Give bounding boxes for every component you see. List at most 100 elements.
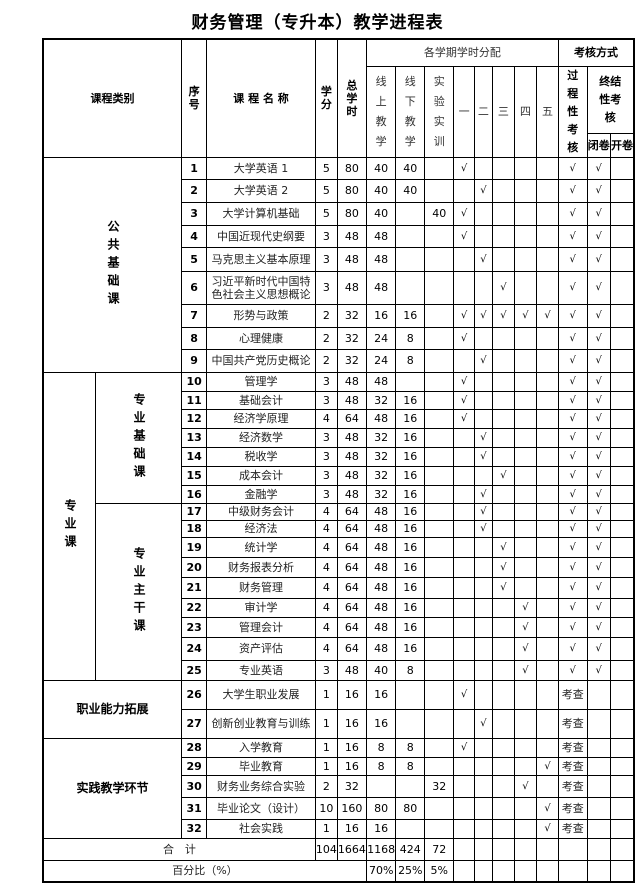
semester-3-cell: √ — [491, 536, 515, 558]
lab-hours — [424, 576, 455, 599]
row-no: 5 — [180, 246, 208, 272]
total-online: 1168 — [365, 837, 397, 861]
offline-hours — [395, 679, 426, 710]
table-row: 18 经济法 4 64 48 16 √ √ √ — [43, 519, 635, 538]
process-assessment: √ — [557, 224, 588, 248]
semester-1-cell — [453, 465, 475, 486]
semester-2-cell — [473, 636, 493, 661]
table-row: 4 中国近现代史纲要 3 48 48 √ √ √ — [43, 224, 635, 248]
credit: 3 — [314, 427, 338, 448]
online-hours: 48 — [365, 597, 397, 618]
online-hours: 32 — [365, 390, 397, 410]
offline-hours: 8 — [395, 348, 426, 373]
percent-row: 百分比（%） 70% 25% 5% — [42, 859, 635, 883]
online-hours: 8 — [365, 737, 397, 758]
process-assessment: √ — [557, 484, 588, 504]
header-offline: 线下教学 — [395, 65, 426, 158]
teaching-schedule-table: 课程类别 序号 课 程 名 称 学分 总学时 各学期学时分配 考核方式 线上教学… — [42, 38, 635, 883]
table-row: 23 管理会计 4 64 48 16 √ √ √ — [43, 616, 635, 638]
total-credit: 104 — [314, 837, 338, 861]
offline-hours: 8 — [395, 326, 426, 350]
closed-book: √ — [586, 659, 611, 681]
category-major-label: 专业课 — [63, 499, 77, 553]
open-book — [609, 224, 635, 248]
semester-4-cell — [513, 156, 538, 180]
semester-1-cell — [453, 427, 475, 448]
course-name: 资产评估 — [206, 636, 316, 661]
credit: 3 — [314, 659, 338, 681]
semester-5-cell: √ — [536, 796, 559, 820]
process-assessment: √ — [557, 326, 588, 350]
semester-1-cell — [453, 774, 475, 798]
percent-empty-cell — [491, 859, 515, 883]
row-no: 12 — [180, 408, 208, 429]
course-name: 金融学 — [206, 484, 316, 504]
course-name: 马克思主义基本原理 — [206, 246, 316, 272]
process-assessment: 考查 — [557, 756, 588, 776]
semester-4-cell — [513, 270, 538, 305]
category-major-core: 专业主干课 — [95, 502, 182, 681]
course-name: 财务业务综合实验 — [206, 774, 316, 798]
total-empty-cell — [453, 837, 475, 861]
header-process: 过程性考核 — [557, 65, 588, 158]
lab-hours — [424, 502, 455, 521]
lab-hours — [424, 156, 455, 180]
semester-1-cell — [453, 756, 475, 776]
lab-hours — [424, 427, 455, 448]
closed-book: √ — [586, 636, 611, 661]
course-name: 专业英语 — [206, 659, 316, 681]
offline-hours — [395, 818, 426, 839]
closed-book: √ — [586, 616, 611, 638]
header-online: 线上教学 — [365, 65, 397, 158]
row-no: 29 — [180, 756, 208, 776]
semester-4-cell — [513, 371, 538, 392]
lab-hours — [424, 519, 455, 538]
course-name: 创新创业教育与训练 — [206, 708, 316, 739]
semester-3-cell — [491, 708, 515, 739]
semester-4-cell — [513, 427, 538, 448]
table-row: 8 心理健康 2 32 24 8 √ √ √ — [43, 326, 635, 350]
closed-book — [586, 737, 611, 758]
table-row: 3 大学计算机基础 5 80 40 40 √ √ √ — [43, 201, 635, 226]
semester-3-cell — [491, 502, 515, 521]
closed-book: √ — [586, 348, 611, 373]
semester-5-cell — [536, 270, 559, 305]
row-no: 8 — [180, 326, 208, 350]
process-assessment: √ — [557, 556, 588, 578]
online-hours: 32 — [365, 465, 397, 486]
closed-book: √ — [586, 246, 611, 272]
course-name: 财务管理 — [206, 576, 316, 599]
open-book — [609, 326, 635, 350]
semester-1-cell — [453, 597, 475, 618]
semester-3-cell — [491, 737, 515, 758]
semester-2-cell: √ — [473, 246, 493, 272]
header-category: 课程类别 — [42, 38, 182, 158]
semester-3-cell — [491, 484, 515, 504]
semester-4-cell — [513, 326, 538, 350]
process-assessment: 考查 — [557, 708, 588, 739]
table-row: 12 经济学原理 4 64 48 16 √ √ √ — [43, 408, 635, 429]
semester-4-cell: √ — [513, 616, 538, 638]
semester-4-cell — [513, 178, 538, 203]
semester-2-cell: √ — [473, 519, 493, 538]
credit: 5 — [314, 178, 338, 203]
semester-3-cell — [491, 326, 515, 350]
row-no: 3 — [180, 201, 208, 226]
lab-hours — [424, 224, 455, 248]
closed-book: √ — [586, 556, 611, 578]
open-book — [609, 556, 635, 578]
semester-5-cell — [536, 224, 559, 248]
percent-empty-cell — [586, 859, 611, 883]
semester-5-cell — [536, 576, 559, 599]
semester-1-cell — [453, 636, 475, 661]
semester-5-cell — [536, 348, 559, 373]
row-no: 31 — [180, 796, 208, 820]
offline-hours: 16 — [395, 616, 426, 638]
online-hours: 48 — [365, 408, 397, 429]
process-assessment: √ — [557, 303, 588, 328]
semester-4-cell — [513, 465, 538, 486]
credit: 3 — [314, 246, 338, 272]
table-row: 职业能力拓展 26 大学生职业发展 1 16 16 √ 考查 — [42, 679, 635, 739]
semester-4-cell — [513, 390, 538, 410]
total-hours: 64 — [336, 502, 367, 521]
